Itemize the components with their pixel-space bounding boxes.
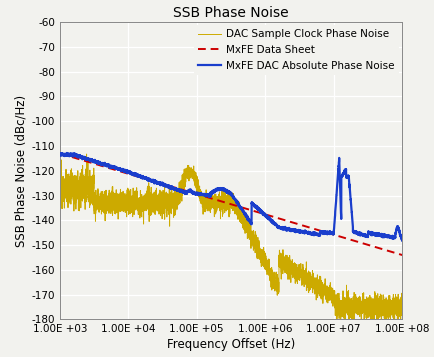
DAC Sample Clock Phase Noise (279, 261, 284, 265)
Y-axis label: SSB Phase Noise (dBc/Hz): SSB Phase Noise (dBc/Hz) (14, 95, 27, 247)
Line: DAC Sample Clock Phase Noise: DAC Sample Clock Phase Noise (59, 154, 401, 330)
MxFE DAC Absolute Phase Noise (399, 238, 404, 242)
MxFE DAC Absolute Phase Noise (204, 193, 209, 197)
DAC Sample Clock Phase Noise (312, 287, 317, 292)
DAC Sample Clock Phase Noise (349, 327, 354, 332)
Legend: DAC Sample Clock Phase Noise, MxFE Data Sheet, MxFE DAC Absolute Phase Noise: DAC Sample Clock Phase Noise, MxFE Data … (194, 25, 398, 75)
DAC Sample Clock Phase Noise (338, 311, 343, 315)
MxFE Data Sheet (260, 212, 266, 216)
MxFE Data Sheet (259, 211, 264, 216)
MxFE DAC Absolute Phase Noise (64, 151, 69, 155)
MxFE Data Sheet (367, 243, 372, 248)
MxFE DAC Absolute Phase Noise (201, 192, 206, 196)
MxFE Data Sheet (345, 237, 350, 241)
MxFE DAC Absolute Phase Noise (398, 238, 404, 243)
X-axis label: Frequency Offset (Hz): Frequency Offset (Hz) (167, 338, 294, 351)
MxFE Data Sheet (399, 253, 404, 257)
MxFE DAC Absolute Phase Noise (371, 232, 376, 236)
Title: SSB Phase Noise: SSB Phase Noise (173, 6, 288, 20)
Line: MxFE DAC Absolute Phase Noise: MxFE DAC Absolute Phase Noise (59, 153, 401, 241)
DAC Sample Clock Phase Noise (119, 198, 125, 203)
MxFE Data Sheet (58, 152, 63, 156)
DAC Sample Clock Phase Noise (57, 188, 62, 192)
MxFE DAC Absolute Phase Noise (220, 187, 225, 191)
MxFE Data Sheet (266, 213, 271, 218)
DAC Sample Clock Phase Noise (84, 152, 89, 156)
Line: MxFE Data Sheet: MxFE Data Sheet (59, 154, 401, 255)
MxFE DAC Absolute Phase Noise (388, 235, 394, 239)
DAC Sample Clock Phase Noise (262, 251, 267, 255)
MxFE DAC Absolute Phase Noise (57, 152, 62, 157)
DAC Sample Clock Phase Noise (187, 170, 193, 174)
MxFE Data Sheet (57, 151, 62, 156)
MxFE DAC Absolute Phase Noise (305, 231, 310, 235)
DAC Sample Clock Phase Noise (399, 318, 404, 323)
